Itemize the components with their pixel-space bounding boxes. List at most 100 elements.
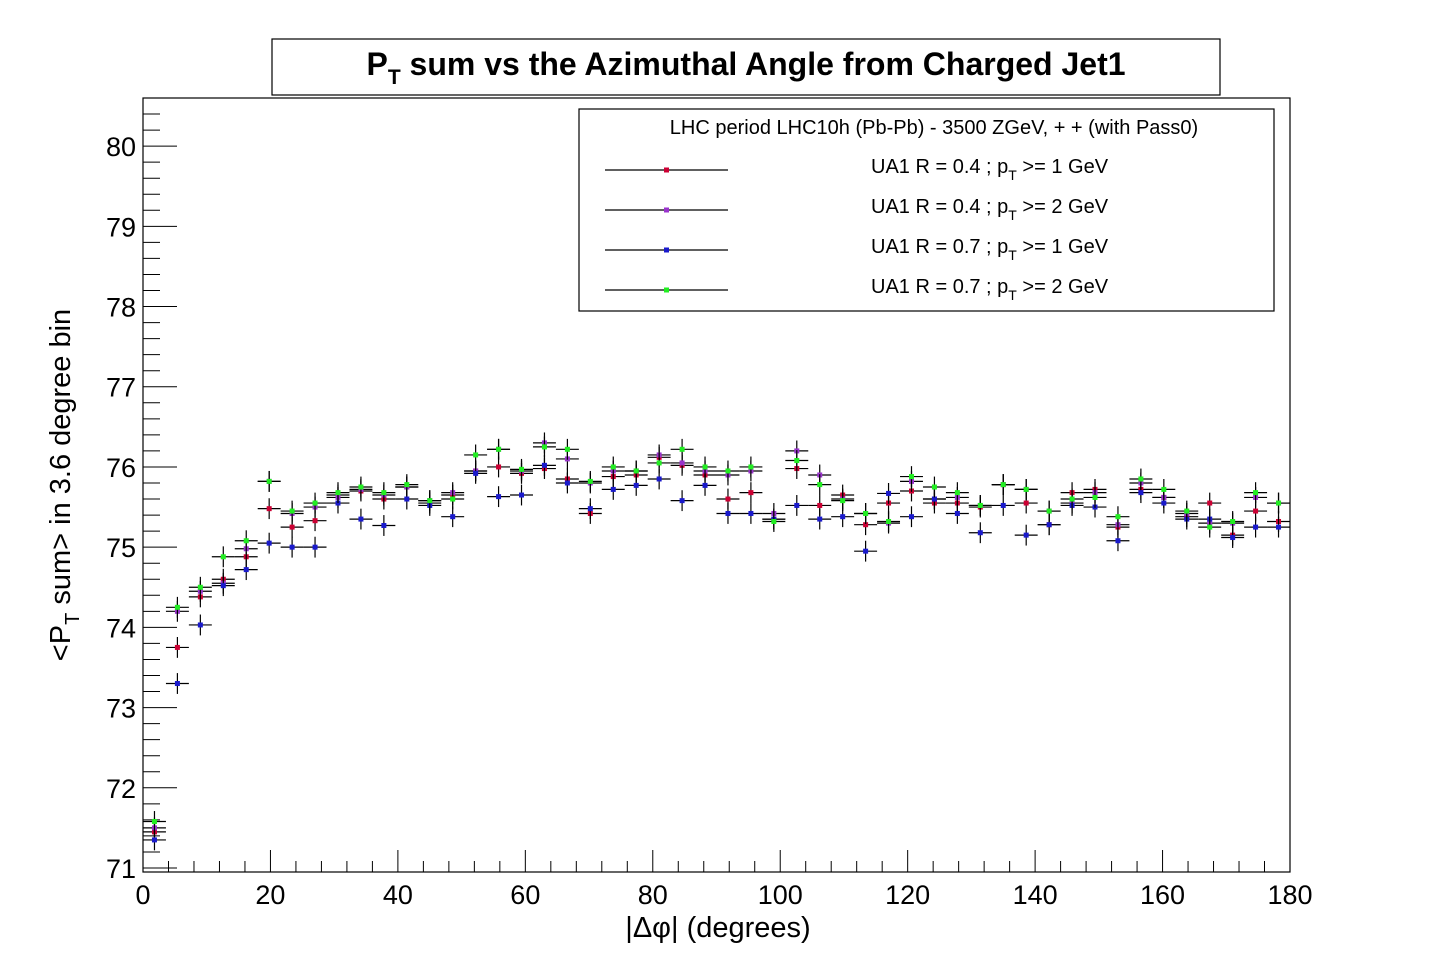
data-marker (1046, 522, 1052, 528)
data-marker (931, 496, 937, 502)
data-marker (151, 818, 157, 824)
data-point (349, 476, 373, 498)
data-point (1037, 500, 1061, 522)
data-point (211, 546, 235, 568)
data-marker (450, 496, 456, 502)
legend-label-pre: UA1 R = 0.7 ; p (871, 236, 1008, 258)
data-point (991, 474, 1015, 496)
legend-marker (664, 287, 669, 293)
data-marker (1000, 502, 1006, 508)
data-marker (656, 476, 662, 482)
data-marker (679, 460, 685, 466)
data-marker (541, 462, 547, 468)
x-tick-label: 80 (638, 880, 668, 910)
data-marker (151, 837, 157, 843)
data-point (257, 470, 281, 492)
data-point (808, 508, 832, 530)
data-point (693, 456, 717, 478)
data-point (487, 456, 511, 478)
data-marker (633, 482, 639, 488)
data-point (1106, 506, 1130, 528)
data-marker (1092, 494, 1098, 500)
data-marker (266, 540, 272, 546)
data-marker (1161, 486, 1167, 492)
data-point (349, 508, 373, 530)
data-marker (541, 444, 547, 450)
data-marker (587, 506, 593, 512)
data-marker (633, 468, 639, 474)
data-marker (840, 514, 846, 520)
data-point (900, 506, 923, 528)
data-point (1106, 530, 1130, 552)
legend-entry: UA1 R = 0.4 ; pT >= 1 GeV (605, 156, 1109, 183)
data-point (464, 444, 488, 466)
data-point (647, 452, 671, 474)
data-marker (725, 496, 731, 502)
data-marker (1023, 486, 1029, 492)
data-point (555, 472, 579, 494)
y-tick-label: 74 (106, 613, 136, 643)
y-tick-label: 73 (106, 694, 136, 724)
data-point (808, 474, 832, 496)
data-point (716, 503, 740, 524)
data-marker (1253, 508, 1259, 514)
data-marker (725, 510, 731, 516)
data-point (716, 460, 740, 482)
data-marker (725, 468, 731, 474)
data-marker (289, 544, 295, 550)
data-point (1014, 478, 1038, 500)
data-point (487, 486, 511, 508)
data-marker (794, 458, 800, 464)
y-tick-label: 79 (106, 212, 136, 242)
legend-entry: UA1 R = 0.7 ; pT >= 2 GeV (605, 276, 1109, 303)
data-point (922, 476, 946, 498)
data-marker (1207, 524, 1213, 530)
data-marker (1023, 532, 1029, 538)
data-marker (954, 510, 960, 516)
x-tick-label: 20 (255, 880, 285, 910)
data-marker (1253, 490, 1259, 496)
data-point (1198, 516, 1222, 538)
data-marker (1138, 476, 1144, 482)
legend-header: LHC period LHC10h (Pb-Pb) - 3500 ZGeV, +… (670, 117, 1198, 139)
data-marker (863, 510, 869, 516)
data-marker (702, 482, 708, 488)
data-marker (679, 446, 685, 452)
data-point (303, 492, 327, 514)
data-marker (220, 583, 226, 589)
data-marker (427, 498, 433, 504)
legend-label-post: >= 2 GeV (1017, 276, 1109, 298)
x-tick-label: 40 (383, 880, 413, 910)
legend-label-sub: T (1008, 167, 1017, 183)
data-marker (312, 500, 318, 506)
data-marker (1184, 508, 1190, 514)
data-marker (1069, 496, 1075, 502)
legend-marker (664, 207, 669, 213)
data-point (624, 460, 648, 482)
chart-title-box: PT sum vs the Azimuthal Angle from Charg… (271, 38, 1221, 96)
y-tick-label: 72 (106, 774, 136, 804)
data-point (532, 436, 556, 458)
data-marker (1000, 482, 1006, 488)
data-point (1267, 492, 1290, 514)
data-point (165, 673, 189, 694)
data-marker (908, 474, 914, 480)
data-marker (519, 466, 525, 472)
data-point (532, 454, 556, 476)
data-point (188, 614, 212, 636)
legend-label-sub: T (1008, 207, 1017, 223)
data-point (670, 438, 694, 460)
data-point (945, 482, 969, 504)
data-marker (863, 522, 869, 528)
x-tick-label: 100 (758, 880, 803, 910)
data-marker (564, 446, 570, 452)
data-marker (954, 490, 960, 496)
y-axis-title: <PT sum> in 3.6 degree bin (45, 309, 84, 661)
data-point (418, 490, 442, 512)
y-axis-title-sub: T (62, 613, 84, 625)
data-point (968, 522, 992, 544)
data-point (900, 466, 923, 488)
data-point (143, 829, 166, 851)
data-marker (863, 548, 869, 554)
